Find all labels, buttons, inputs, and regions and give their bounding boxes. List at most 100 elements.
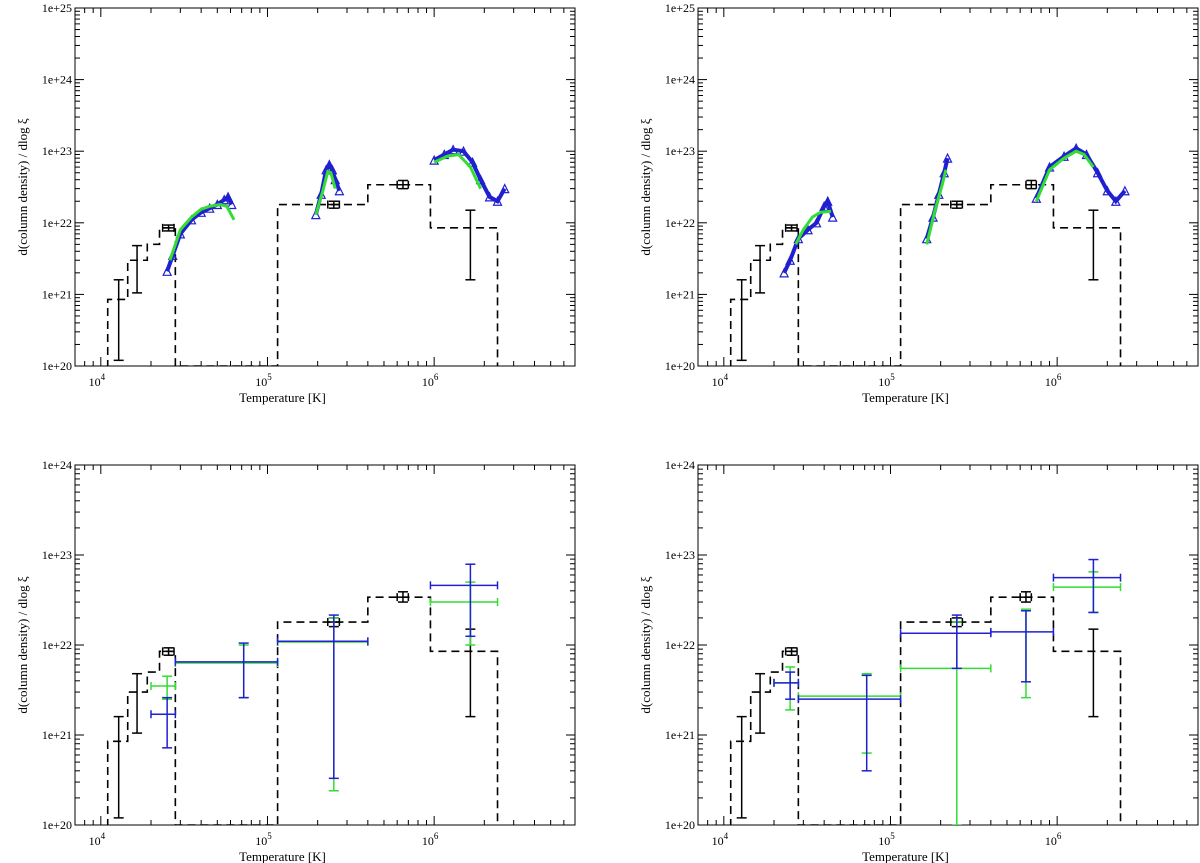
triangle-marker — [219, 194, 230, 205]
y-tick-label: 1e+25 — [665, 1, 695, 15]
x-tick-exponent: 6 — [434, 831, 439, 841]
y-tick-label: 1e+23 — [42, 548, 72, 562]
triangle-marker — [942, 152, 953, 163]
plot-area — [106, 144, 510, 366]
y-tick-label: 1e+22 — [665, 638, 695, 652]
y-tick-label: 1e+20 — [665, 818, 695, 832]
x-axis-label: Temperature [K] — [239, 849, 326, 863]
x-tick-exponent: 6 — [1057, 372, 1062, 382]
x-tick-exponent: 4 — [724, 372, 729, 382]
model-curve-blue — [165, 193, 234, 272]
y-axis-label: d(column density) / dlog ξ — [15, 118, 30, 255]
y-tick-label: 1e+22 — [665, 216, 695, 230]
triangle-marker — [822, 195, 833, 206]
triangle-marker — [811, 217, 822, 228]
triangle-marker — [1119, 185, 1130, 196]
triangle-marker — [785, 254, 796, 265]
y-tick-label: 1e+21 — [665, 728, 695, 742]
triangle-marker — [779, 267, 790, 278]
triangle-marker — [223, 191, 234, 202]
triangle-marker — [226, 199, 237, 210]
triangle-marker — [162, 265, 173, 276]
plot-frame — [697, 464, 1199, 826]
triangle-marker — [499, 183, 510, 194]
y-axis-label: d(column density) / dlog ξ — [15, 576, 30, 713]
x-tick-label: 106 — [1045, 372, 1062, 389]
triangle-marker — [1110, 195, 1121, 206]
y-tick-label: 1e+21 — [42, 728, 72, 742]
y-tick-label: 1e+24 — [665, 458, 695, 472]
model-curve-green — [925, 169, 948, 245]
x-tick-exponent: 5 — [890, 372, 895, 382]
triangle-marker — [467, 156, 478, 167]
plot-frame — [697, 7, 1199, 367]
y-tick-label: 1e+20 — [665, 359, 695, 373]
x-tick-exponent: 4 — [101, 372, 106, 382]
plot-frame — [74, 464, 576, 826]
dashed-step-distribution — [106, 183, 499, 366]
y-tick-label: 1e+25 — [42, 1, 72, 15]
triangle-marker — [324, 159, 335, 170]
triangle-marker — [484, 191, 495, 202]
model-curve-blue — [1034, 145, 1127, 205]
y-tick-label: 1e+23 — [665, 144, 695, 158]
triangle-marker — [827, 211, 838, 222]
model-curve-green — [168, 202, 236, 261]
x-tick-exponent: 6 — [434, 372, 439, 382]
model-curve-green — [433, 152, 482, 190]
chart-panel-bottom-left: 1e+20 1e+21 1e+22 1e+23 1e+24 104 105 106 Temper… — [15, 458, 576, 863]
triangle-marker — [803, 224, 813, 235]
y-tick-label: 1e+21 — [42, 287, 72, 301]
plot-area — [729, 142, 1130, 366]
x-axis-label: Temperature [K] — [239, 390, 326, 405]
chart-panel-bottom-right: 1e+20 1e+21 1e+22 1e+23 1e+24 104 105 106 Temper… — [638, 458, 1199, 863]
y-axis-label: d(column density) / dlog ξ — [638, 118, 653, 255]
y-tick-label: 1e+23 — [42, 144, 72, 158]
model-curve-blue — [433, 147, 507, 204]
x-tick-label: 106 — [422, 372, 439, 389]
x-tick-exponent: 5 — [267, 372, 272, 382]
plot-frame — [74, 7, 576, 367]
triangle-marker — [475, 174, 486, 185]
x-tick-label: 106 — [1045, 831, 1062, 848]
y-tick-label: 1e+22 — [42, 638, 72, 652]
dashed-step-distribution — [729, 596, 1122, 825]
y-tick-label: 1e+21 — [665, 287, 695, 301]
triangle-marker — [448, 144, 459, 155]
x-axis-label: Temperature [K] — [862, 390, 949, 405]
x-tick-label: 104 — [89, 831, 106, 848]
x-tick-label: 105 — [255, 372, 272, 389]
x-tick-exponent: 6 — [1057, 831, 1062, 841]
triangle-marker — [492, 195, 503, 206]
triangle-marker — [310, 209, 321, 220]
y-tick-label: 1e+20 — [42, 359, 72, 373]
triangle-marker — [819, 200, 830, 211]
plot-area — [106, 563, 499, 825]
y-tick-label: 1e+22 — [42, 216, 72, 230]
dashed-step-distribution — [106, 596, 499, 825]
y-tick-label: 1e+24 — [42, 458, 72, 472]
model-curve-green — [1034, 149, 1095, 202]
x-tick-label: 104 — [89, 372, 106, 389]
plot-area — [729, 558, 1122, 825]
x-tick-label: 105 — [255, 831, 272, 848]
triangle-marker — [458, 145, 469, 156]
x-tick-exponent: 4 — [724, 831, 729, 841]
y-axis-label: d(column density) / dlog ξ — [638, 576, 653, 713]
y-tick-label: 1e+20 — [42, 818, 72, 832]
triangle-marker — [1102, 185, 1113, 196]
chart-panel-top-left: 1e+20 1e+21 1e+22 1e+23 1e+24 1e+25 104 105 106 T… — [15, 1, 576, 405]
x-tick-exponent: 4 — [101, 831, 106, 841]
x-tick-exponent: 5 — [890, 831, 895, 841]
triangle-marker — [1092, 167, 1103, 178]
chart-panel-top-right: 1e+20 1e+21 1e+22 1e+23 1e+24 1e+25 104 105 106 T… — [638, 1, 1199, 405]
model-curve-green — [794, 209, 832, 246]
x-tick-label: 104 — [712, 831, 729, 848]
y-tick-label: 1e+24 — [42, 73, 72, 87]
triangle-marker — [334, 185, 345, 196]
x-tick-label: 105 — [878, 372, 895, 389]
x-tick-label: 105 — [878, 831, 895, 848]
x-tick-exponent: 5 — [267, 831, 272, 841]
x-tick-label: 106 — [422, 831, 439, 848]
